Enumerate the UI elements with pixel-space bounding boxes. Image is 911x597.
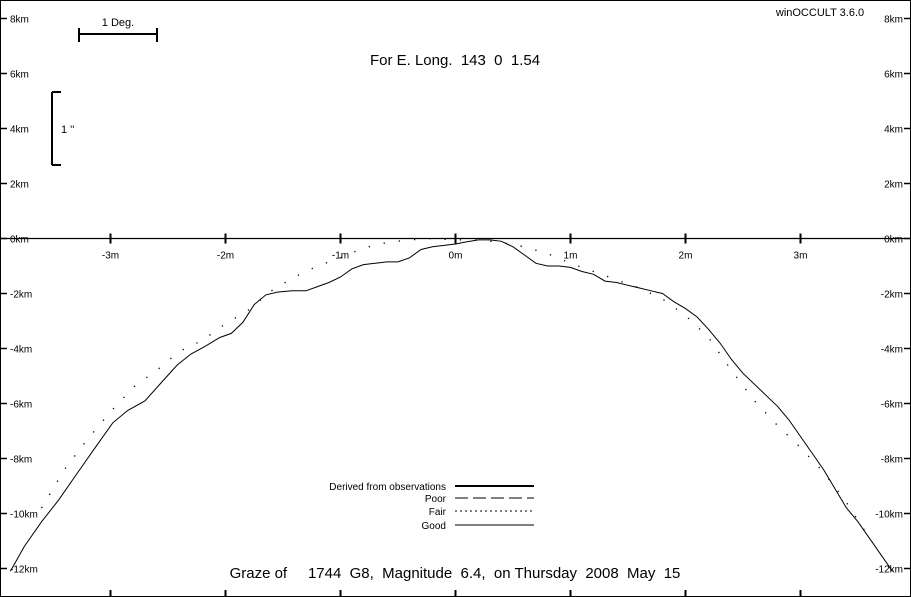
app-label: winOCCULT 3.6.0 <box>775 7 864 19</box>
y-tick-label-left: -8km <box>10 455 32 466</box>
degree-scale-bar: 1 Deg. <box>78 17 158 42</box>
legend-label-fair: Fair <box>429 507 447 518</box>
degree-scale-label: 1 Deg. <box>102 17 134 29</box>
y-tick-label-left: -2km <box>10 290 32 301</box>
y-tick-label-left: 6km <box>10 70 29 81</box>
y-tick-label-left: 4km <box>10 125 29 136</box>
y-tick-label-right: -12km <box>875 565 903 576</box>
arcsec-scale-label: 1 '' <box>61 124 74 136</box>
y-tick-label-right: -2km <box>881 290 903 301</box>
y-axis-ticks: 8km 8km 6km 6km 4km 4km 2km 2km 0km 0km -2km -2km -4… <box>0 15 911 576</box>
x-tick-label: 0m <box>449 251 463 262</box>
y-tick-label-right: 6km <box>884 70 903 81</box>
good-limb-profile <box>9 239 893 572</box>
legend-label-good: Good <box>422 521 446 532</box>
legend-label-poor: Poor <box>425 494 447 505</box>
y-tick-label-right: 2km <box>884 180 903 191</box>
x-tick-label: 1m <box>564 251 578 262</box>
y-tick-label-left: -6km <box>10 400 32 411</box>
y-tick-label-left: 8km <box>10 15 29 26</box>
graze-title: Graze of 1744 G8, Magnitude 6.4, on Thur… <box>230 565 681 582</box>
x-tick-label: -2m <box>217 251 234 262</box>
x-tick-label: -1m <box>332 251 349 262</box>
profile-series <box>9 237 893 572</box>
x-tick-label: 2m <box>679 251 693 262</box>
x-axis-ticks: -3m -2m -1m 0m 1m 2m 3m <box>102 233 808 597</box>
y-tick-label-left: 2km <box>10 180 29 191</box>
y-tick-label-right: 8km <box>884 15 903 26</box>
longitude-label: For E. Long. 143 0 1.54 <box>370 52 540 69</box>
x-tick-label: 3m <box>794 251 808 262</box>
y-tick-label-left: -4km <box>10 345 32 356</box>
arcsec-scale-bar: 1 '' <box>51 91 74 166</box>
y-tick-label-right: 0km <box>884 235 903 246</box>
fair-limb-profile <box>40 237 871 539</box>
y-tick-label-right: 4km <box>884 125 903 136</box>
legend-label-derived: Derived from observations <box>329 482 446 493</box>
y-tick-label-right: -8km <box>881 455 903 466</box>
legend: Derived from observations Poor Fair Good <box>329 482 534 532</box>
y-tick-label-right: -4km <box>881 345 903 356</box>
x-tick-label: -3m <box>102 251 119 262</box>
y-tick-label-left: -12km <box>10 565 38 576</box>
y-tick-label-left: 0km <box>10 235 29 246</box>
y-tick-label-left: -10km <box>10 510 38 521</box>
y-tick-label-right: -6km <box>881 400 903 411</box>
y-tick-label-right: -10km <box>875 510 903 521</box>
